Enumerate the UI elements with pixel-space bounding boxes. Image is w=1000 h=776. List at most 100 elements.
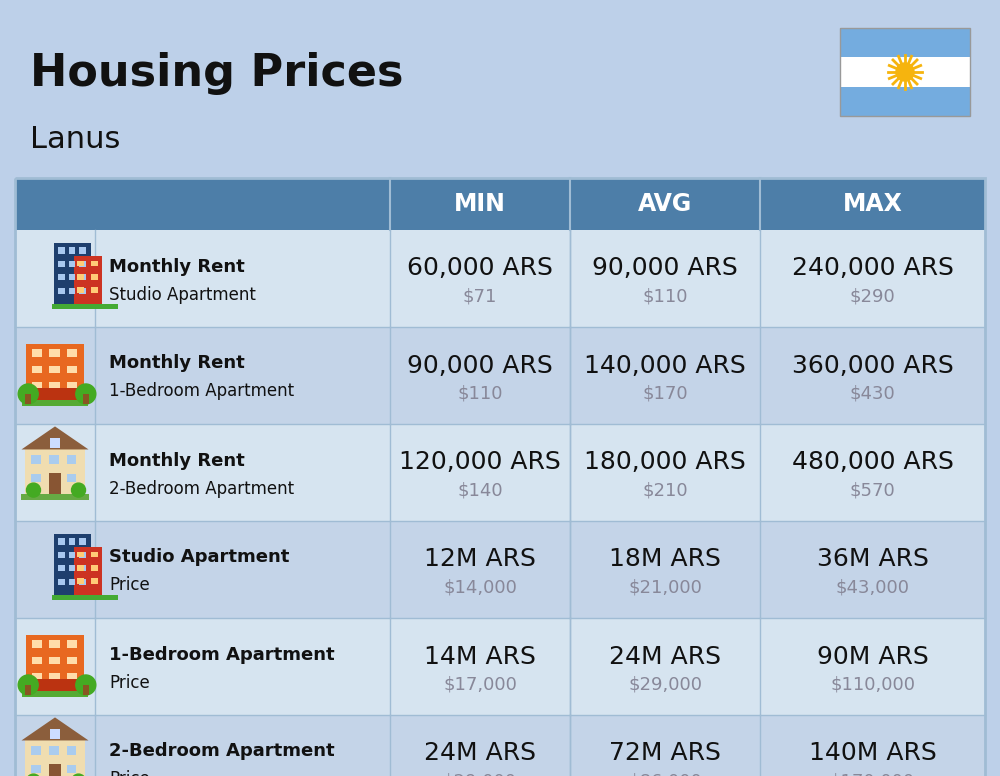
FancyBboxPatch shape xyxy=(49,473,59,483)
Text: $170,000: $170,000 xyxy=(830,772,915,776)
FancyBboxPatch shape xyxy=(54,534,91,594)
Circle shape xyxy=(76,384,96,404)
FancyBboxPatch shape xyxy=(77,274,84,280)
FancyBboxPatch shape xyxy=(49,764,59,774)
FancyBboxPatch shape xyxy=(15,715,985,776)
FancyBboxPatch shape xyxy=(49,473,61,494)
Text: $110: $110 xyxy=(457,384,503,403)
FancyBboxPatch shape xyxy=(77,565,84,571)
Text: $170: $170 xyxy=(642,384,688,403)
FancyBboxPatch shape xyxy=(58,539,65,545)
FancyBboxPatch shape xyxy=(79,552,86,558)
FancyBboxPatch shape xyxy=(67,673,77,681)
FancyBboxPatch shape xyxy=(31,764,41,774)
Text: $570: $570 xyxy=(850,481,895,500)
Text: 1-Bedroom Apartment: 1-Bedroom Apartment xyxy=(109,646,335,663)
Text: 72M ARS: 72M ARS xyxy=(609,742,721,765)
FancyBboxPatch shape xyxy=(32,656,42,664)
FancyBboxPatch shape xyxy=(26,635,84,691)
Text: $71: $71 xyxy=(463,287,497,306)
FancyBboxPatch shape xyxy=(22,400,88,406)
FancyBboxPatch shape xyxy=(79,275,86,280)
Text: Housing Prices: Housing Prices xyxy=(30,52,404,95)
Polygon shape xyxy=(21,718,89,740)
FancyBboxPatch shape xyxy=(58,248,65,254)
Text: Monthly Rent: Monthly Rent xyxy=(109,452,245,469)
FancyBboxPatch shape xyxy=(69,566,75,571)
FancyBboxPatch shape xyxy=(49,365,60,373)
Text: 90,000 ARS: 90,000 ARS xyxy=(592,257,738,280)
Text: 140M ARS: 140M ARS xyxy=(809,742,936,765)
FancyBboxPatch shape xyxy=(32,365,42,373)
Text: Lanus: Lanus xyxy=(30,125,120,154)
FancyBboxPatch shape xyxy=(77,578,84,584)
FancyBboxPatch shape xyxy=(21,494,89,500)
Circle shape xyxy=(18,384,38,404)
FancyBboxPatch shape xyxy=(67,764,76,774)
Text: 120,000 ARS: 120,000 ARS xyxy=(399,451,561,474)
FancyBboxPatch shape xyxy=(77,287,84,293)
FancyBboxPatch shape xyxy=(32,640,42,648)
Text: 480,000 ARS: 480,000 ARS xyxy=(792,451,953,474)
FancyBboxPatch shape xyxy=(15,424,985,521)
Text: 90,000 ARS: 90,000 ARS xyxy=(407,354,553,377)
Text: 360,000 ARS: 360,000 ARS xyxy=(792,354,953,377)
FancyBboxPatch shape xyxy=(26,388,84,400)
Text: 1-Bedroom Apartment: 1-Bedroom Apartment xyxy=(109,383,294,400)
FancyBboxPatch shape xyxy=(32,349,42,357)
FancyBboxPatch shape xyxy=(69,539,75,545)
Polygon shape xyxy=(21,427,89,449)
Text: $17,000: $17,000 xyxy=(443,675,517,694)
Circle shape xyxy=(72,483,86,497)
FancyBboxPatch shape xyxy=(15,618,985,715)
FancyBboxPatch shape xyxy=(49,349,60,357)
FancyBboxPatch shape xyxy=(67,382,77,390)
FancyBboxPatch shape xyxy=(79,539,86,545)
Text: $21,000: $21,000 xyxy=(628,578,702,597)
FancyBboxPatch shape xyxy=(26,344,84,400)
FancyBboxPatch shape xyxy=(77,552,84,557)
FancyBboxPatch shape xyxy=(91,552,98,557)
FancyBboxPatch shape xyxy=(58,579,65,585)
Text: $430: $430 xyxy=(850,384,895,403)
Text: 12M ARS: 12M ARS xyxy=(424,548,536,571)
Text: Price: Price xyxy=(109,674,150,691)
FancyBboxPatch shape xyxy=(31,455,41,464)
FancyBboxPatch shape xyxy=(58,566,65,571)
FancyBboxPatch shape xyxy=(50,438,60,448)
Text: 2-Bedroom Apartment: 2-Bedroom Apartment xyxy=(109,480,294,497)
Text: Price: Price xyxy=(109,771,150,776)
FancyBboxPatch shape xyxy=(91,261,98,266)
FancyBboxPatch shape xyxy=(91,274,98,280)
Text: $210: $210 xyxy=(642,481,688,500)
FancyBboxPatch shape xyxy=(69,261,75,267)
FancyBboxPatch shape xyxy=(31,473,41,483)
FancyBboxPatch shape xyxy=(91,578,98,584)
FancyBboxPatch shape xyxy=(74,547,102,594)
FancyBboxPatch shape xyxy=(15,327,985,424)
FancyBboxPatch shape xyxy=(69,552,75,558)
FancyBboxPatch shape xyxy=(54,242,91,303)
Text: AVG: AVG xyxy=(638,192,692,216)
FancyBboxPatch shape xyxy=(58,261,65,267)
Circle shape xyxy=(76,675,96,695)
FancyBboxPatch shape xyxy=(26,679,84,691)
FancyBboxPatch shape xyxy=(25,394,31,404)
FancyBboxPatch shape xyxy=(91,565,98,571)
FancyBboxPatch shape xyxy=(58,288,65,294)
FancyBboxPatch shape xyxy=(50,729,60,739)
Text: Monthly Rent: Monthly Rent xyxy=(109,355,245,372)
FancyBboxPatch shape xyxy=(69,288,75,294)
Text: $43,000: $43,000 xyxy=(836,578,910,597)
FancyBboxPatch shape xyxy=(79,579,86,585)
FancyBboxPatch shape xyxy=(69,275,75,280)
FancyBboxPatch shape xyxy=(25,685,31,695)
Text: 24M ARS: 24M ARS xyxy=(424,742,536,765)
Text: Monthly Rent: Monthly Rent xyxy=(109,258,245,275)
FancyBboxPatch shape xyxy=(58,275,65,280)
FancyBboxPatch shape xyxy=(52,594,118,601)
FancyBboxPatch shape xyxy=(83,685,89,695)
Text: $110: $110 xyxy=(642,287,688,306)
FancyBboxPatch shape xyxy=(840,57,970,87)
Text: $86,000: $86,000 xyxy=(628,772,702,776)
